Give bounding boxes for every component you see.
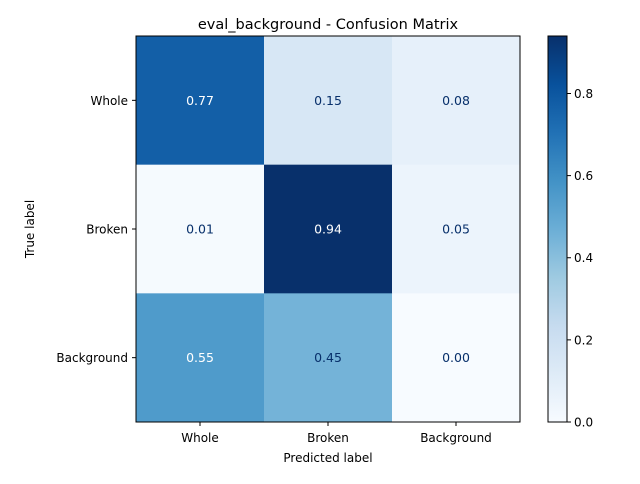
y-axis-label: True label	[23, 200, 37, 259]
y-tick-label: Whole	[90, 94, 128, 108]
heatmap-cell	[392, 164, 521, 294]
x-axis-label: Predicted label	[283, 451, 372, 465]
x-tick-label: Background	[420, 431, 492, 445]
cell-value-label: 0.55	[186, 350, 214, 365]
cell-value-label: 0.15	[314, 93, 342, 108]
colorbar-tick-label: 0.0	[574, 416, 593, 430]
colorbar-tick-label: 0.2	[574, 333, 593, 347]
cell-value-labels: 0.77 0.15 0.08 0.01 0.94 0.05 0.55 0.45 0.00	[186, 93, 470, 365]
heatmap-cell	[264, 164, 393, 294]
cell-value-label: 0.94	[314, 222, 342, 237]
colorbar-tick-label: 0.6	[574, 169, 593, 183]
heatmap-cell	[136, 36, 265, 166]
x-tick-label: Whole	[181, 431, 219, 445]
heatmap-cell	[264, 36, 393, 166]
cell-value-label: 0.77	[186, 93, 214, 108]
colorbar-tick-label: 0.4	[574, 251, 593, 265]
colorbar-ticks: 0.0 0.2 0.4 0.6 0.8	[567, 87, 593, 430]
cell-value-label: 0.45	[314, 350, 342, 365]
colorbar	[547, 35, 568, 423]
heatmap-cell	[392, 293, 521, 423]
cell-value-label: 0.01	[186, 222, 214, 237]
cell-value-label: 0.00	[442, 350, 470, 365]
heatmap-cell	[136, 164, 265, 294]
chart-title: eval_background - Confusion Matrix	[198, 17, 459, 33]
cell-value-label: 0.05	[442, 222, 470, 237]
x-tick-label: Broken	[307, 431, 349, 445]
y-tick-label: Background	[56, 351, 128, 365]
heatmap-cells	[136, 36, 521, 423]
heatmap-cell	[264, 293, 393, 423]
y-tick-label: Broken	[86, 223, 128, 237]
heatmap-cell	[392, 36, 521, 166]
heatmap-cell	[136, 293, 265, 423]
cell-value-label: 0.08	[442, 93, 470, 108]
x-axis-ticks: Whole Broken Background	[181, 422, 492, 445]
y-axis-ticks: Whole Broken Background	[56, 94, 136, 365]
colorbar-tick-label: 0.8	[574, 87, 593, 101]
